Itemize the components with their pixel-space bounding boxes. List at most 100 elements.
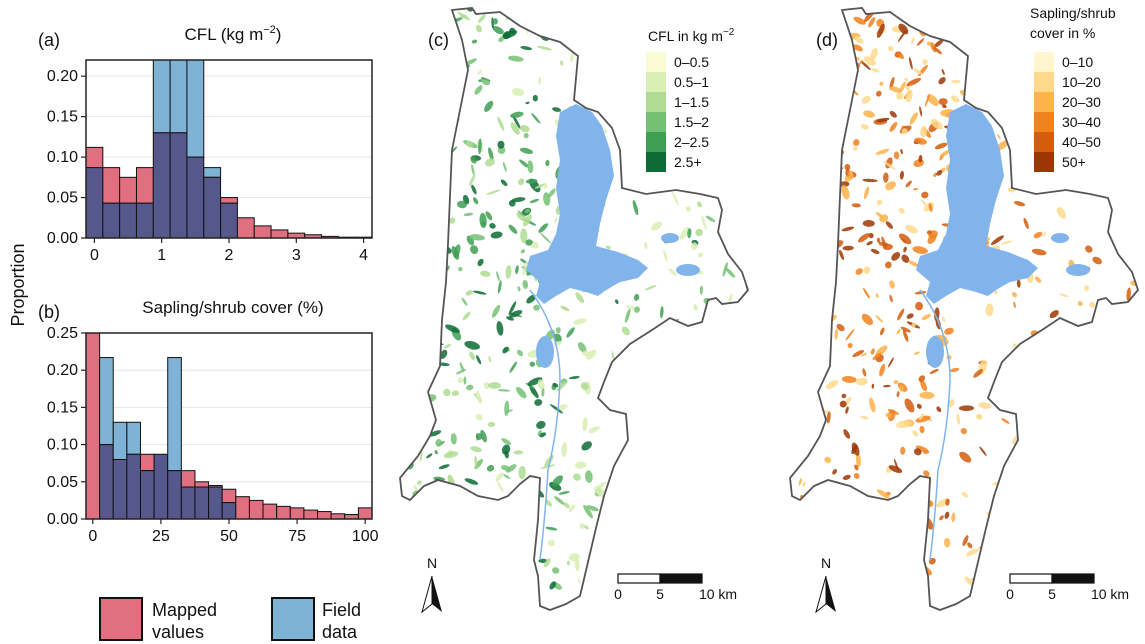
panel-a-bars [85,59,373,239]
mapped-bar-b-11 [235,496,250,520]
mapped-bar-b-7 [180,470,196,488]
legend-class-5: 2.5+ [674,154,702,170]
xtick-label-b-2: 50 [220,528,238,545]
ytick-label-b-0: 0.00 [47,511,78,528]
legend-class-0: 0–0.5 [674,54,709,70]
ytick-label-a-3: 0.15 [47,109,78,126]
overlap-bar-a-5 [169,132,188,239]
map-d-pond-2 [1051,233,1069,243]
legend-class-0: 0–10 [1062,54,1093,70]
map-d-scale-0: 0 [1006,586,1014,602]
map-d-legend-title-1: Sapling/shrub [1030,5,1116,21]
ytick-label-b-4: 0.20 [47,362,78,379]
map-d-north-label: N [821,555,831,571]
mapped-bar-b-13 [262,503,278,520]
map-c-legend-title: CFL in kg m−2 [648,27,735,44]
field-bar-b-6 [167,357,182,472]
mapped-bar-b-16 [303,509,319,520]
legend-swatch-2 [1034,92,1054,112]
map-d-north-arrow: N [815,555,836,614]
legend-swatch-5 [1034,152,1054,172]
map-d-scale-10: 10 km [1091,586,1129,602]
field-bar-b-2 [112,421,128,460]
overlap-bar-b-3 [126,453,141,520]
map-c: (c) CFL in kg m−2 0–0.5 0.5–1 1–1.5 1.5–2 2–… [399,7,749,614]
overlap-bar-b-1 [99,444,114,520]
mapped-bar-a-2 [119,176,137,204]
field-bar-a-4 [152,59,171,134]
panel-label-c: (c) [428,30,449,50]
map-c-scale-10: 10 km [699,586,737,602]
ytick-label-b-2: 0.10 [47,437,78,454]
legend-class-3: 30–40 [1062,114,1101,130]
mapped-bar-b-14 [276,505,291,520]
legend-swatch-3 [646,112,666,132]
overlap-bar-a-2 [119,202,137,239]
legend-class-1: 0.5–1 [674,74,709,90]
map-c-north-arrow: N [421,555,442,614]
xtick-label-b-4: 100 [352,528,379,545]
mapped-bar-a-10 [253,225,272,239]
xtick-label-a-2: 2 [225,247,234,264]
field-bar-a-7 [203,167,222,178]
map-d-lake [916,104,1038,304]
overlap-bar-b-9 [208,486,223,520]
panel-label-b: (b) [38,302,60,322]
legend-class-5: 50+ [1062,154,1086,170]
legend-class-2: 1–1.5 [674,94,709,110]
ytick-label-a-4: 0.20 [47,68,78,85]
legend-class-4: 2–2.5 [674,134,709,150]
mapped-bar-b-12 [248,499,264,520]
panel-b: (b) Sapling/shrub cover (%) 0.00 0.05 0.10… [38,298,379,545]
xtick-label-a-3: 3 [292,247,301,264]
panel-a-axes: 0.00 0.05 0.10 0.15 0.20 0 1 2 3 4 [47,68,368,264]
mapped-bar-b-20 [357,507,373,520]
legend-label-mapped-1: Mapped [152,600,217,620]
overlap-bar-a-3 [135,202,154,239]
legend-class-1: 10–20 [1062,74,1101,90]
map-c-scale-5: 5 [656,586,664,602]
mapped-bar-b-10 [221,488,237,504]
legend-class-2: 20–30 [1062,94,1101,110]
mapped-bar-b-18 [330,513,346,520]
map-d-pond [926,336,944,368]
mapped-bar-a-1 [102,167,121,204]
map-c-river [529,289,561,561]
xtick-label-a-4: 4 [359,247,368,264]
map-c-lake [526,104,648,304]
mapped-bar-a-3 [135,167,154,204]
overlap-bar-b-10 [221,502,237,520]
map-c-legend: CFL in kg m−2 0–0.5 0.5–1 1–1.5 1.5–2 2–2.5 2… [646,27,735,172]
ytick-label-a-0: 0.00 [47,230,78,247]
field-bar-b-1 [99,357,114,446]
overlap-bar-a-7 [203,176,222,239]
legend-swatch-4 [1034,132,1054,152]
ytick-label-a-2: 0.10 [47,149,78,166]
map-d-river [919,289,951,561]
field-bar-b-3 [126,421,141,455]
field-bar-a-6 [186,59,205,158]
histogram-legend: Mapped values Field data [99,597,361,642]
map-c-scalebar: 0 5 10 km [614,573,737,602]
panel-a-title: CFL (kg m−2) [185,24,282,44]
legend-swatch-3 [1034,112,1054,132]
mapped-bar-a-8 [220,197,238,204]
overlap-bar-a-0 [85,167,104,239]
legend-swatch-4 [646,132,666,152]
map-d: (d) Sapling/shrub cover in % 0–10 10–20 20… [789,5,1139,614]
panel-b-axes: 0.00 0.05 0.10 0.15 0.20 0.25 0 25 50 75 100 [47,325,379,545]
map-d-park-fill [790,8,1138,610]
legend-swatch-5 [646,152,666,172]
mapped-bar-b-8 [194,481,210,488]
ytick-label-b-1: 0.05 [47,474,78,491]
mapped-bar-b-4 [139,453,155,472]
ytick-label-b-3: 0.15 [47,399,78,416]
xtick-label-b-1: 25 [152,528,170,545]
map-d-legend: Sapling/shrub cover in % 0–10 10–20 20–30 3… [1030,5,1116,172]
xtick-label-a-0: 0 [90,247,99,264]
map-c-north-label: N [427,555,437,571]
panel-label-d: (d) [816,30,838,50]
overlap-bar-a-1 [102,202,121,239]
mapped-bar-a-0 [85,146,104,169]
